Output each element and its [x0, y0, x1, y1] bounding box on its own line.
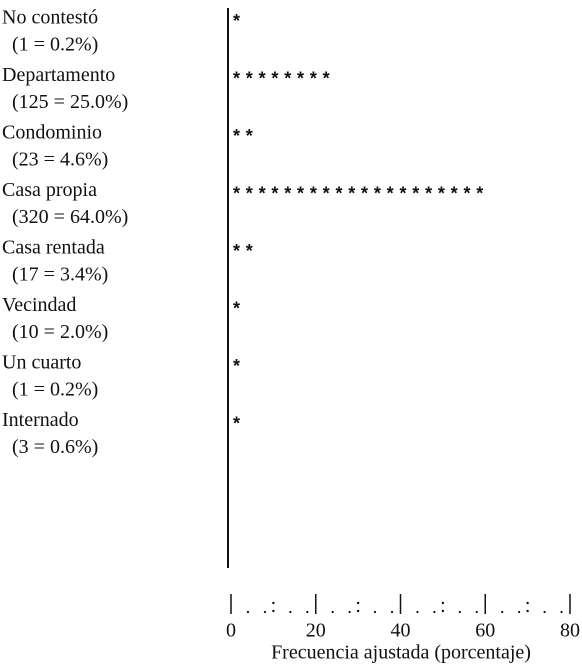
bar: * [233, 298, 246, 318]
category-label: No contestó [2, 7, 98, 29]
bar: ** [233, 241, 259, 261]
category-label: Internado [2, 409, 79, 431]
x-tick-label: 20 [306, 620, 326, 642]
ruler-dot [441, 601, 445, 605]
value-label: (10 = 2.0%) [12, 321, 108, 343]
ruler-dot [272, 609, 275, 613]
ruler-dot [518, 610, 521, 614]
ruler-dot [441, 609, 445, 613]
bar: ** [233, 126, 259, 146]
ruler-dot [458, 610, 461, 614]
category-label: Vecindad [2, 294, 76, 316]
ruler-dot [331, 610, 334, 614]
ruler-dot [263, 610, 266, 614]
ruler-dot [289, 610, 292, 614]
ruler-dot [543, 610, 546, 614]
ruler-dot [526, 601, 529, 605]
value-label: (3 = 0.6%) [12, 436, 98, 458]
ruler-dot [272, 601, 275, 605]
x-tick-label: 80 [560, 620, 580, 642]
ruler-dot [390, 610, 394, 614]
ruler-dot [306, 610, 309, 614]
x-tick-label: 60 [475, 620, 495, 642]
category-label: Casa rentada [2, 237, 105, 259]
ruler-dot [356, 609, 360, 613]
ruler-dot [501, 610, 504, 614]
ruler-dot [560, 610, 563, 614]
category-label: Un cuarto [2, 352, 81, 374]
category-label: Casa propia [2, 179, 97, 201]
category-label: Departamento [2, 64, 115, 86]
value-label: (125 = 25.0%) [12, 91, 128, 113]
x-tick-label: 0 [226, 620, 236, 642]
bar: * [233, 11, 246, 31]
category-label: Condominio [2, 122, 102, 144]
value-label: (23 = 4.6%) [12, 149, 108, 171]
bar: ******** [233, 68, 335, 88]
value-label: (1 = 0.2%) [12, 34, 98, 56]
bar: ******************** [233, 183, 489, 203]
ruler-dot [433, 610, 436, 614]
ruler-dot [356, 601, 360, 605]
x-axis-label: Frecuencia ajustada (porcentaje) [271, 642, 531, 664]
ruler-dot [373, 610, 377, 614]
ruler-dot [348, 610, 351, 614]
value-label: (320 = 64.0%) [12, 206, 128, 228]
bar: * [233, 356, 246, 376]
ruler-dot [475, 610, 478, 614]
bar: * [233, 413, 246, 433]
x-tick-label: 40 [391, 620, 411, 642]
ruler-dot [416, 610, 419, 614]
value-label: (1 = 0.2%) [12, 379, 98, 401]
ruler-dot [246, 610, 250, 614]
value-label: (17 = 3.4%) [12, 264, 108, 286]
ruler-dot [526, 609, 529, 613]
